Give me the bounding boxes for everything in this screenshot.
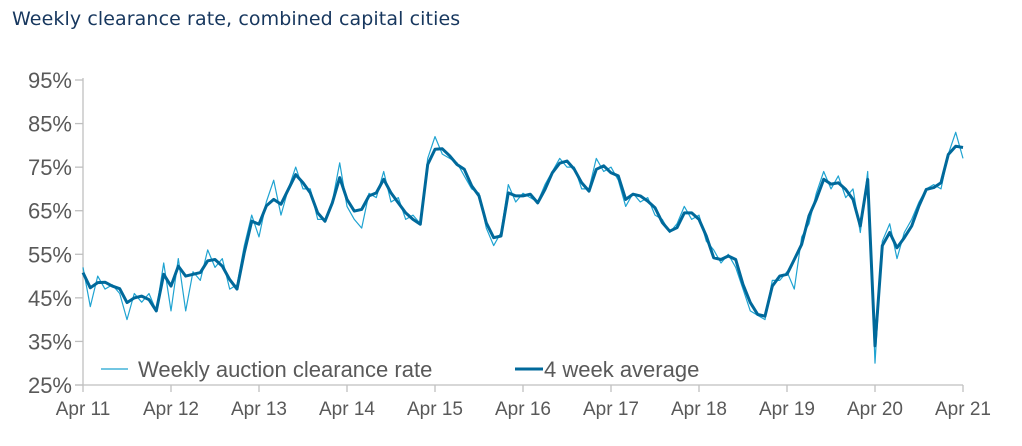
y-tick-label: 45% xyxy=(28,286,72,311)
x-tick-label: Apr 21 xyxy=(935,399,991,420)
y-tick-label: 25% xyxy=(28,373,72,398)
y-tick-label: 95% xyxy=(28,68,72,93)
weekly-clearance-series-line xyxy=(82,131,964,364)
x-tick-label: Apr 18 xyxy=(671,399,727,420)
x-tick-label: Apr 13 xyxy=(231,399,287,420)
x-tick-label: Apr 11 xyxy=(56,399,111,420)
x-tick-label: Apr 15 xyxy=(407,399,463,420)
chart-title: Weekly clearance rate, combined capital … xyxy=(12,8,461,30)
x-tick-label: Apr 16 xyxy=(495,399,551,420)
x-tick-label: Apr 19 xyxy=(759,399,815,420)
legend-label-average: 4 week average xyxy=(544,357,699,382)
y-tick-label: 65% xyxy=(28,199,72,224)
legend-label-weekly: Weekly auction clearance rate xyxy=(138,357,432,382)
x-tick-label: Apr 20 xyxy=(847,399,903,420)
y-tick-label: 85% xyxy=(28,112,72,137)
y-tick-label: 75% xyxy=(28,155,72,180)
four-week-average-series-line xyxy=(81,144,964,348)
x-tick-label: Apr 12 xyxy=(143,399,199,420)
y-tick-label: 35% xyxy=(28,329,72,354)
x-tick-label: Apr 17 xyxy=(583,399,639,420)
x-tick-label: Apr 14 xyxy=(319,399,375,420)
y-tick-label: 55% xyxy=(28,242,72,267)
